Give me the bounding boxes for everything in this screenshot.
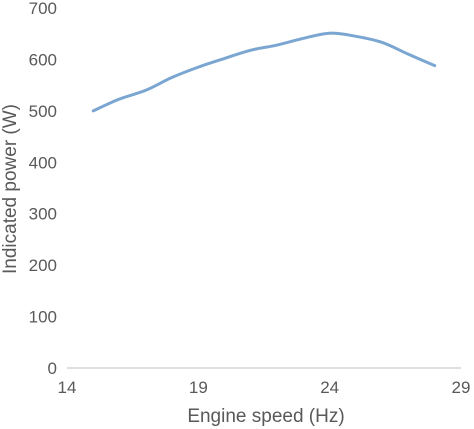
y-tick-label: 600 xyxy=(29,50,57,69)
x-tick-label: 14 xyxy=(58,378,77,397)
x-tick-label: 29 xyxy=(452,378,471,397)
y-tick-label: 700 xyxy=(29,0,57,18)
y-axis-title: Indicated power (W) xyxy=(0,104,21,274)
y-tick-label: 200 xyxy=(29,256,57,275)
x-axis-ticks: 14 19 24 29 xyxy=(58,378,471,397)
y-tick-label: 0 xyxy=(48,359,57,378)
x-axis-title: Engine speed (Hz) xyxy=(187,406,344,427)
y-tick-label: 300 xyxy=(29,205,57,224)
y-axis-ticks: 0 100 200 300 400 500 600 700 xyxy=(29,0,57,378)
series-group xyxy=(91,31,437,113)
series-line xyxy=(91,31,437,113)
x-tick-label: 19 xyxy=(189,378,208,397)
y-tick-label: 500 xyxy=(29,102,57,121)
y-tick-label: 100 xyxy=(29,308,57,327)
x-tick-label: 24 xyxy=(320,378,339,397)
y-tick-label: 400 xyxy=(29,153,57,172)
